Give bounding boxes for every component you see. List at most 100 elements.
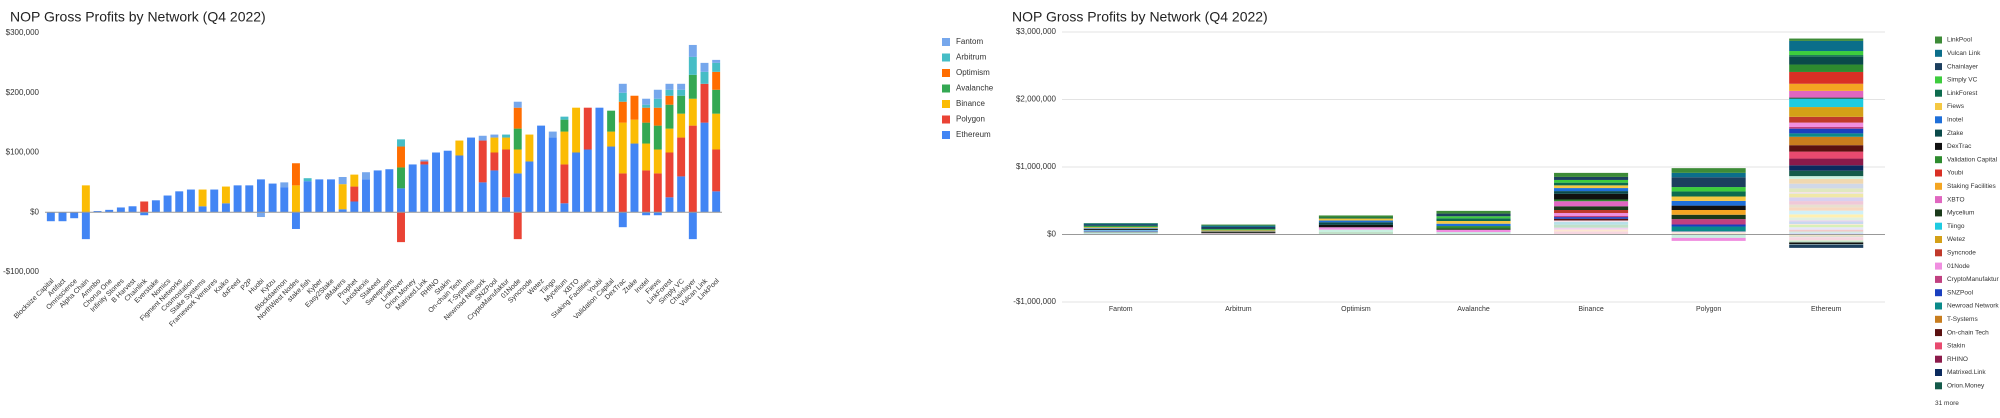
bar-segment [548, 137, 557, 213]
bar-segment [1671, 177, 1746, 188]
bar-segment [1554, 193, 1629, 200]
bar-segment [455, 155, 464, 213]
bar-segment [350, 201, 359, 213]
bar-segment [1789, 231, 1864, 233]
bar-segment [210, 189, 219, 213]
bar-segment [1671, 224, 1746, 227]
bar-segment [1789, 244, 1864, 248]
bar-segment [572, 152, 581, 213]
y-tick-label: $3,000,000 [1016, 27, 1057, 36]
legend-label: Binance [956, 99, 985, 108]
bar-segment [1554, 224, 1629, 228]
bar-segment [618, 122, 627, 174]
bar-segment [385, 169, 394, 213]
legend-label: RHINO [1947, 356, 1968, 363]
bar-segment [1554, 231, 1629, 235]
bar-segment [1789, 97, 1864, 99]
bar-segment [327, 179, 335, 213]
bar-segment [653, 98, 662, 108]
bar-segment [1083, 232, 1158, 234]
bar-segment [560, 203, 569, 213]
bar-segment [1554, 209, 1629, 214]
bar-segment [1436, 229, 1511, 233]
legend-label: Tiingo [1947, 223, 1965, 230]
bar-segment [583, 149, 592, 213]
bar-segment [1318, 218, 1393, 221]
bar-segment [338, 184, 347, 210]
bar-segment [653, 125, 662, 150]
bar-segment [1789, 126, 1864, 129]
bar-segment [198, 189, 207, 207]
bar-segment [1789, 133, 1864, 137]
bar-segment [502, 149, 511, 198]
bar-segment [1671, 234, 1746, 238]
bar-segment [502, 197, 511, 213]
bar-segment [642, 98, 651, 105]
bar-segment [537, 125, 546, 213]
bar-segment [397, 146, 405, 168]
y-tick-label: $1,000,000 [1016, 162, 1057, 171]
bar-segment [1789, 51, 1864, 56]
bar-segment [490, 137, 499, 153]
bar-segment [607, 146, 616, 213]
bar-segment [1671, 233, 1746, 235]
bar-segment [1789, 128, 1864, 134]
legend-label: Syncnode [1947, 250, 1976, 257]
bar-segment [653, 173, 662, 213]
chart-title: NOP Gross Profits by Network (Q4 2022) [10, 9, 266, 25]
bar-segment [1671, 226, 1746, 232]
bar-segment [1789, 236, 1864, 238]
bar-segment [315, 179, 324, 213]
bar-segment [420, 159, 429, 162]
bar-segment [1554, 191, 1629, 194]
bar-segment [1554, 185, 1629, 189]
legend-label: CryptoManufaktur [1947, 276, 1999, 283]
bar-segment [1789, 224, 1864, 225]
legend-label: Validation Capital [1947, 156, 1998, 163]
bar-segment [163, 195, 172, 213]
x-tick-label: Fantom [1109, 306, 1133, 313]
bar-segment [607, 131, 616, 147]
bar-segment [1201, 225, 1276, 227]
bar-segment [140, 201, 149, 213]
bar-segment [665, 152, 674, 198]
bar-segment [1318, 215, 1393, 218]
legend-label: Fantom [956, 37, 983, 46]
bar-segment [350, 186, 359, 202]
bar-segment [665, 89, 674, 96]
y-tick-label: $300,000 [6, 28, 40, 37]
bar-segment [1789, 210, 1864, 215]
bar-segment [1083, 233, 1158, 234]
bar-segment [665, 95, 674, 105]
bar-segment [688, 56, 697, 75]
bar-segment [1789, 217, 1864, 221]
bar-segment [712, 71, 721, 90]
bar-segment [1554, 199, 1629, 202]
bar-segment [1554, 206, 1629, 210]
legend-label: Arbitrum [956, 53, 987, 62]
bar-segment [1789, 98, 1864, 108]
legend-swatch [1935, 236, 1942, 243]
bar-segment [630, 119, 639, 144]
bar-segment [1436, 226, 1511, 229]
legend-swatch [1935, 196, 1942, 204]
bar-segment [233, 185, 242, 213]
bar-segment [397, 188, 405, 213]
bar-segment [1554, 215, 1629, 218]
bar-segment [455, 140, 464, 156]
bar-segment [362, 172, 370, 180]
legend-label: Matrixed.Link [1947, 369, 1986, 376]
bar-segment [397, 139, 405, 147]
bar-segment [1554, 201, 1629, 207]
bar-segment [1436, 218, 1511, 221]
bar-segment [1789, 107, 1864, 117]
bar-segment [1789, 136, 1864, 146]
bar-segment [1554, 182, 1629, 186]
bar-segment [1083, 231, 1158, 233]
legend-label: T-Systems [1947, 316, 1978, 323]
bar-segment [1201, 228, 1276, 230]
x-tick-label: Binance [1578, 306, 1603, 313]
bar-segment [712, 113, 721, 150]
bar-segment [548, 131, 557, 138]
bar-segment [128, 206, 137, 213]
